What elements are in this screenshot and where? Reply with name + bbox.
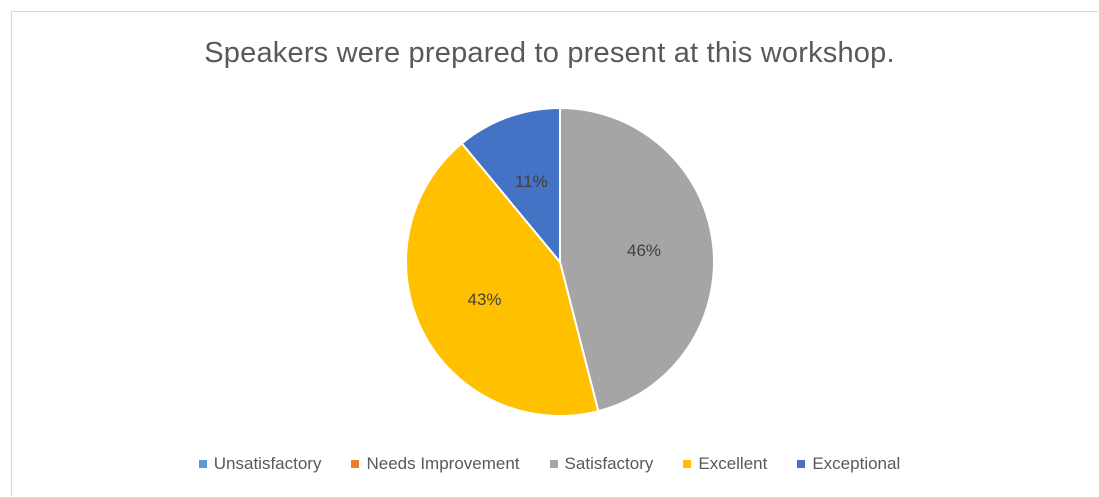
chart-legend: Unsatisfactory Needs Improvement Satisfa… bbox=[0, 454, 1099, 474]
legend-label-satisfactory: Satisfactory bbox=[564, 454, 654, 473]
data-label-exceptional: 11% bbox=[515, 172, 548, 191]
legend-label-needs-improvement: Needs Improvement bbox=[366, 454, 520, 473]
legend-swatch-satisfactory bbox=[549, 460, 558, 468]
legend-swatch-unsatisfactory bbox=[198, 460, 207, 468]
chart-title: Speakers were prepared to present at thi… bbox=[204, 37, 895, 69]
legend-swatch-exceptional bbox=[797, 460, 806, 468]
legend-item-excellent: Excellent bbox=[683, 454, 767, 474]
legend-item-unsatisfactory: Unsatisfactory bbox=[198, 454, 322, 474]
legend-label-unsatisfactory: Unsatisfactory bbox=[213, 454, 322, 473]
data-label-excellent: 43% bbox=[468, 290, 502, 309]
legend-item-exceptional: Exceptional bbox=[797, 454, 900, 474]
legend-item-satisfactory: Satisfactory bbox=[549, 454, 654, 474]
legend-swatch-needs-improvement bbox=[351, 460, 360, 468]
legend-swatch-excellent bbox=[683, 460, 692, 468]
pie-slice-satisfactory bbox=[559, 106, 715, 413]
pie-slice-excellent bbox=[405, 141, 600, 417]
legend-label-excellent: Excellent bbox=[698, 454, 768, 473]
legend-label-exceptional: Exceptional bbox=[812, 454, 901, 473]
legend-item-needs-improvement: Needs Improvement bbox=[351, 454, 520, 474]
data-label-satisfactory: 46% bbox=[627, 241, 661, 260]
pie-slice-exceptional bbox=[460, 106, 561, 265]
